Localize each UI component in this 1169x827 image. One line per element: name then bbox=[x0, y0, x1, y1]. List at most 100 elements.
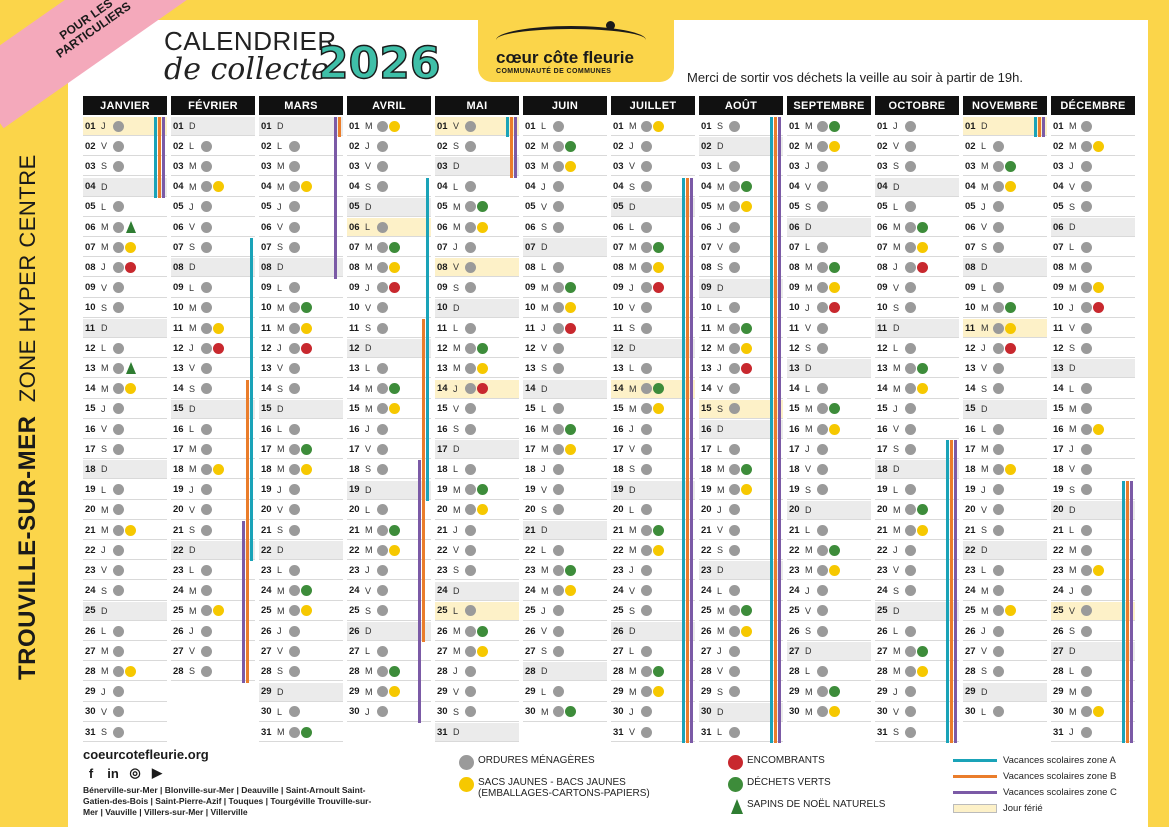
legend-sj: SACS JAUNES - BACS JAUNES (EMBALLAGES-CA… bbox=[459, 777, 689, 799]
grey-dot-icon bbox=[905, 201, 916, 213]
day-letter: M bbox=[1069, 282, 1077, 293]
collection-icons bbox=[113, 282, 124, 294]
grey-dot-icon bbox=[465, 383, 476, 395]
grey-dot-icon bbox=[817, 201, 828, 213]
day-number: 04 bbox=[613, 181, 624, 193]
day-letter: L bbox=[717, 444, 723, 455]
day-row: 16 J bbox=[611, 420, 695, 439]
collection-icons bbox=[817, 342, 828, 354]
grey-dot-icon bbox=[377, 443, 388, 455]
grey-dot-icon bbox=[465, 605, 476, 617]
day-number: 16 bbox=[701, 423, 712, 435]
collection-icons bbox=[817, 686, 840, 698]
grey-dot-icon bbox=[201, 665, 212, 677]
instagram-icon[interactable]: ◎ bbox=[129, 765, 141, 780]
day-row: 28 M bbox=[347, 662, 431, 682]
collection-icons bbox=[465, 140, 476, 152]
green-dot-icon bbox=[565, 140, 576, 152]
day-row: 10 J bbox=[787, 299, 871, 318]
day-number: 30 bbox=[1053, 706, 1064, 718]
day-letter: S bbox=[805, 343, 812, 354]
collection-icons bbox=[201, 181, 224, 193]
day-number: 10 bbox=[1053, 302, 1064, 314]
collection-icons bbox=[465, 706, 476, 718]
day-number: 16 bbox=[349, 423, 360, 435]
day-row: 02 L bbox=[171, 137, 255, 157]
day-row: 25 M bbox=[171, 602, 255, 621]
day-number: 04 bbox=[261, 181, 272, 193]
collection-icons bbox=[641, 362, 652, 374]
day-row: 01 M bbox=[1051, 117, 1135, 136]
collection-icons bbox=[113, 504, 124, 516]
grey-dot-icon bbox=[113, 564, 124, 576]
day-letter: M bbox=[277, 727, 285, 737]
day-number: 18 bbox=[965, 463, 976, 475]
day-letter: L bbox=[981, 141, 987, 152]
grey-dot-icon bbox=[377, 241, 388, 253]
day-number: 10 bbox=[437, 302, 448, 314]
grey-dot-icon bbox=[553, 686, 564, 698]
collection-icons bbox=[377, 261, 400, 273]
grey-dot-icon bbox=[1081, 605, 1092, 617]
collection-icons bbox=[1081, 342, 1092, 354]
grey-dot-icon bbox=[113, 726, 124, 738]
day-letter: V bbox=[189, 363, 196, 374]
yellow-dot-icon bbox=[1093, 282, 1104, 294]
collection-icons bbox=[993, 423, 1004, 435]
day-number: 20 bbox=[85, 504, 96, 516]
collection-icons bbox=[553, 706, 576, 718]
logo: cœur côte fleurie COMMUNAUTÉ DE COMMUNES bbox=[478, 20, 674, 82]
day-letter: J bbox=[893, 686, 898, 697]
day-number: 20 bbox=[1053, 504, 1064, 516]
linkedin-icon[interactable]: in bbox=[107, 765, 119, 781]
collection-icons bbox=[201, 342, 224, 354]
day-number: 08 bbox=[613, 261, 624, 273]
day-row: 15 S bbox=[699, 399, 783, 419]
day-row: 24 J bbox=[1051, 582, 1135, 601]
day-letter: M bbox=[189, 585, 197, 596]
day-number: 13 bbox=[613, 362, 624, 374]
day-row: 15 M bbox=[611, 400, 695, 419]
day-number: 14 bbox=[349, 383, 360, 395]
grey-dot-icon bbox=[465, 403, 476, 415]
day-number: 03 bbox=[525, 160, 536, 172]
collection-icons bbox=[729, 524, 740, 536]
website-link[interactable]: coeurcotefleurie.org bbox=[83, 747, 209, 762]
day-number: 02 bbox=[1053, 140, 1064, 152]
day-letter: V bbox=[189, 222, 196, 232]
grey-dot-icon bbox=[1081, 403, 1092, 415]
day-number: 09 bbox=[789, 282, 800, 294]
red-dot-icon bbox=[829, 302, 840, 314]
day-letter: D bbox=[1069, 646, 1076, 657]
day-letter: M bbox=[981, 464, 989, 475]
day-row: 20 L bbox=[611, 501, 695, 520]
youtube-icon[interactable]: ▶ bbox=[152, 765, 162, 780]
day-row: 27 D bbox=[1051, 642, 1135, 662]
grey-dot-icon bbox=[905, 221, 916, 233]
collection-icons bbox=[465, 261, 476, 273]
vacation-bar bbox=[1130, 480, 1133, 744]
day-letter: D bbox=[1069, 363, 1076, 374]
grey-dot-icon bbox=[993, 383, 1004, 395]
footer: coeurcotefleurie.org f in ◎ ▶ Bénerville… bbox=[83, 745, 1143, 825]
collection-icons bbox=[1081, 241, 1092, 253]
day-number: 21 bbox=[613, 524, 624, 536]
day-letter: M bbox=[1069, 424, 1077, 434]
collection-icons bbox=[905, 645, 928, 657]
day-number: 02 bbox=[789, 140, 800, 152]
collection-icons bbox=[993, 241, 1004, 253]
vacation-bar bbox=[506, 117, 509, 138]
green-dot-icon bbox=[389, 383, 400, 395]
grey-dot-icon bbox=[553, 484, 564, 496]
grey-dot-icon bbox=[1081, 585, 1092, 597]
grey-dot-icon bbox=[641, 443, 652, 455]
day-letter: L bbox=[453, 464, 459, 475]
day-row: 07 S bbox=[259, 238, 343, 258]
day-row: 14 S bbox=[259, 380, 343, 399]
title-line1: CALENDRIER bbox=[164, 26, 337, 56]
facebook-icon[interactable]: f bbox=[88, 765, 94, 781]
day-letter: S bbox=[717, 262, 724, 273]
grey-dot-icon bbox=[993, 504, 1004, 516]
day-row: 08 D bbox=[259, 258, 343, 278]
day-number: 03 bbox=[437, 160, 448, 172]
